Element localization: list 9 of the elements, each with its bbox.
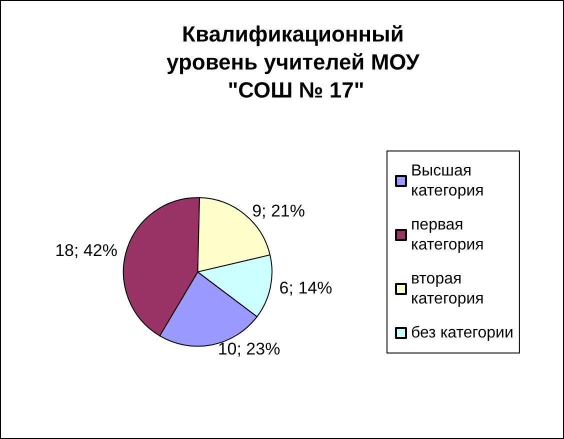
chart-title: Квалификационный уровень учителей МОУ "СОШ № 17"	[166, 22, 426, 102]
legend-label: без категории	[411, 324, 514, 342]
legend-label: первая категория	[411, 216, 484, 254]
data-label: 6; 14%	[279, 278, 332, 298]
data-label: 18; 42%	[55, 240, 118, 260]
data-label: 10; 23%	[218, 339, 280, 358]
legend-label: Высшая категория	[411, 162, 484, 200]
data-label: 9; 21%	[252, 202, 306, 221]
legend-label: вторая категория	[411, 270, 484, 308]
